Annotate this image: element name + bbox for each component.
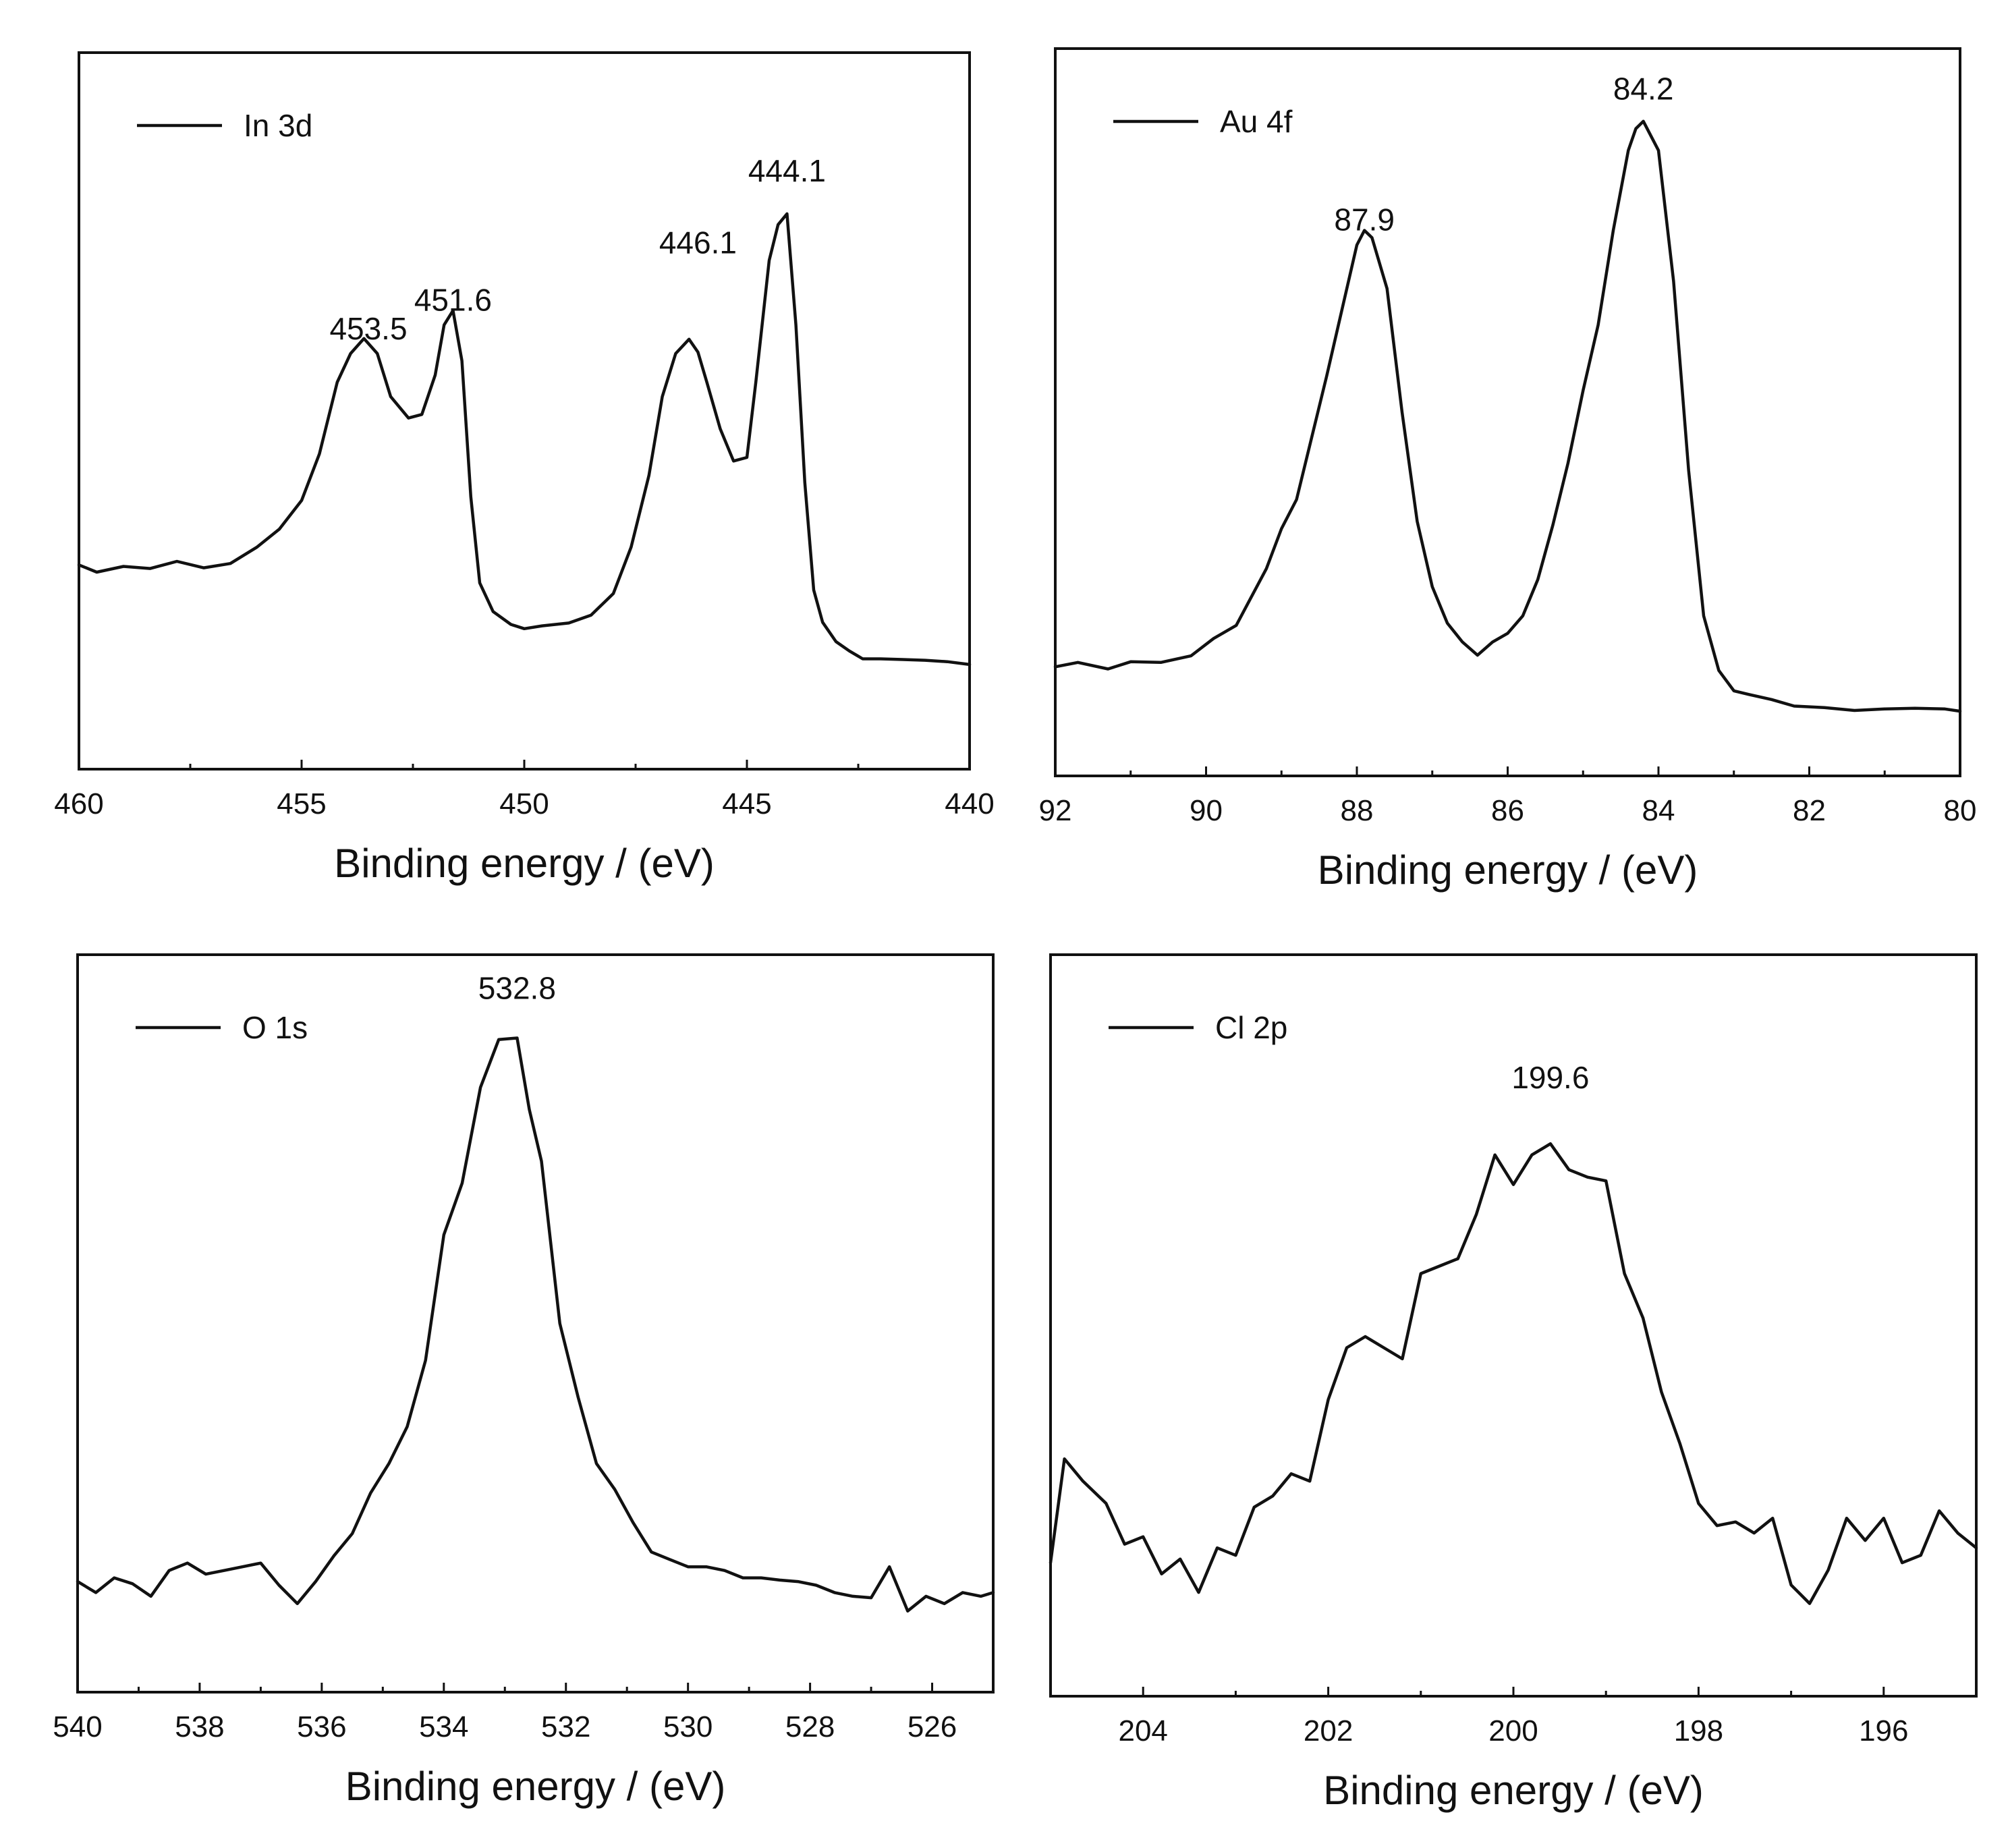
o1s-tick-label: 530 [663,1710,713,1743]
o1s-legend-label: O 1s [242,1010,308,1045]
au4f-panel: 92 90 88 86 84 82 80 Binding energy / (eV) Au 4f… [1039,47,1977,893]
cl2p-peak-label: 199.6 [1511,1060,1589,1095]
au4f-spectrum-line [1053,119,1962,713]
cl2p-x-axis-label: Binding energy / (eV) [1323,1768,1704,1813]
in3d-tick-label: 455 [277,787,326,820]
cl2p-tick-label: 204 [1118,1714,1167,1747]
in3d-panel: 460 455 450 445 440 Binding energy / (eV) In 3… [54,51,995,886]
o1s-tick-label: 532 [541,1710,590,1743]
cl2p-tick-label: 200 [1488,1714,1538,1747]
in3d-x-axis-label: Binding energy / (eV) [334,841,715,886]
in3d-peak-label: 446.1 [659,225,737,260]
au4f-peak-label: 84.2 [1613,71,1674,106]
in3d-peak-label: 453.5 [329,311,407,346]
au4f-legend-label: Au 4f [1220,104,1293,139]
au4f-tick-label: 90 [1190,794,1223,827]
cl2p-tick-label: 198 [1674,1714,1723,1747]
o1s-tick-label: 540 [53,1710,102,1743]
in3d-tick-label: 460 [54,787,103,820]
in3d-plot-frame [78,51,971,771]
au4f-plot-frame [1054,47,1961,777]
o1s-tick-label: 538 [175,1710,224,1743]
in3d-tick-label: 445 [722,787,771,820]
o1s-tick-label: 534 [419,1710,468,1743]
in3d-tick-label: 450 [499,787,549,820]
o1s-x-axis-label: Binding energy / (eV) [345,1764,726,1809]
in3d-spectrum-line [77,212,972,667]
cl2p-panel: 204 202 200 198 196 Binding energy / (eV) Cl 2… [1049,953,1978,1813]
au4f-peak-label: 87.9 [1334,202,1395,237]
au4f-tick-label: 84 [1642,794,1675,827]
o1s-tick-label: 536 [297,1710,346,1743]
o1s-plot-frame [76,953,995,1693]
cl2p-tick-label: 196 [1859,1714,1908,1747]
au4f-tick-label: 80 [1944,794,1977,827]
o1s-spectrum-line [76,1036,995,1613]
au4f-tick-label: 88 [1341,794,1374,827]
au4f-tick-label: 92 [1039,794,1072,827]
au4f-tick-label: 82 [1793,794,1826,827]
o1s-tick-label: 528 [785,1710,835,1743]
cl2p-spectrum-line [1049,1142,1978,1605]
in3d-peak-label: 451.6 [414,282,492,317]
o1s-peak-label: 532.8 [478,971,556,1006]
in3d-tick-label: 440 [945,787,994,820]
o1s-panel: 540 538 536 534 532 530 528 526 Binding energy /… [53,953,995,1809]
in3d-peak-label: 444.1 [748,153,826,188]
o1s-tick-label: 526 [908,1710,957,1743]
au4f-tick-label: 86 [1491,794,1524,827]
cl2p-tick-label: 202 [1304,1714,1353,1747]
au4f-x-axis-label: Binding energy / (eV) [1318,847,1698,893]
in3d-legend-label: In 3d [244,108,312,143]
cl2p-legend-label: Cl 2p [1215,1010,1287,1045]
